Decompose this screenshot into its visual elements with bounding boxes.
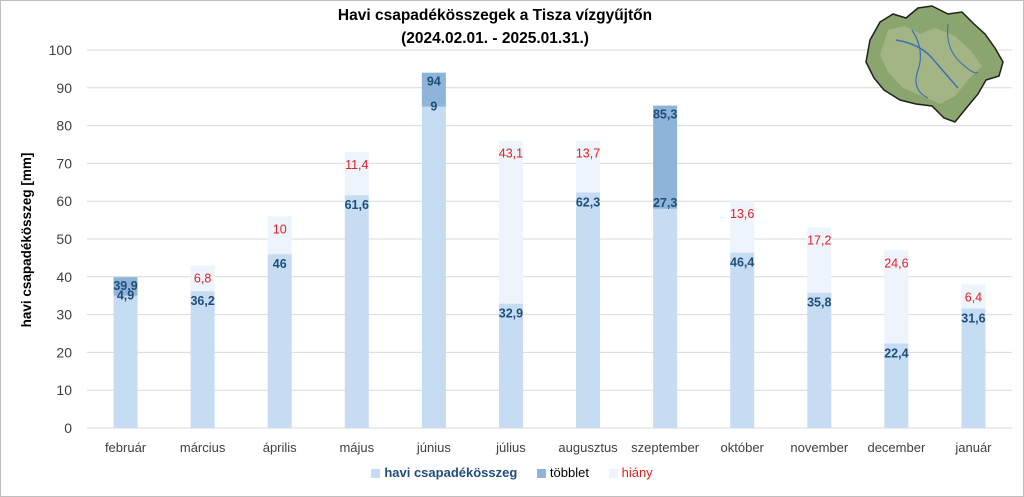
data-label-tobblet: 39,9 [113,279,137,293]
x-tick-label: augusztus [558,440,618,455]
bar-havi [653,208,678,428]
x-tick-label: szeptember [631,440,700,455]
y-tick-label: 80 [56,118,72,134]
bar-havi [344,195,369,428]
y-axis-label: havi csapadékösszeg [mm] [19,153,34,328]
data-label-havi: 61,6 [345,198,369,212]
bar-hiany [576,140,601,193]
bar-hiany [344,152,369,196]
x-tick-label: június [416,440,451,455]
x-tick-label: október [721,440,765,455]
bar-hiany [961,284,986,309]
bar-hiany [190,265,215,292]
gridlines [87,49,1012,429]
y-tick-label: 60 [56,193,72,209]
data-label-tobblet: 85,3 [653,108,677,122]
bar-havi [267,254,292,428]
bar-havi [884,343,909,428]
data-label-hiany: 17,2 [807,234,831,248]
bar-hiany [730,201,755,253]
bar-hiany [807,227,832,293]
data-label-hiany: 13,7 [576,147,600,161]
legend-swatch-tobblet [536,469,546,479]
data-label-hiany: 43,1 [499,147,523,161]
bar-hiany [498,140,523,304]
y-tick-label: 70 [56,155,72,171]
bar-havi [421,106,446,428]
data-label-hiany: 11,4 [345,158,368,172]
data-label-havi: 62,3 [576,196,600,210]
data-label-havi: 4,9 [117,289,134,303]
legend-label-hiany: hiány [621,465,653,481]
x-tick-label: november [790,440,848,455]
y-tick-label: 10 [56,382,72,398]
data-label-hiany: 10 [273,222,287,236]
legend-item-hiany: hiány [608,465,653,481]
data-label-havi: 31,6 [961,312,985,326]
bar-tobblet [113,277,138,296]
data-labels: 4,939,9 36,2 6,8 46 10 61,6 11,4 9 94 32,9 43,1 62,… [113,75,985,361]
bar-havi [576,192,601,428]
data-label-havi: 32,9 [499,307,523,321]
legend-item-havi: havi csapadékösszeg [371,465,517,480]
y-tick-label: 20 [56,344,72,360]
x-tick-label: január [954,440,992,455]
data-label-havi: 35,8 [807,296,831,310]
data-label-hiany: 6,4 [965,290,982,304]
bar-tobblet [421,72,446,107]
bar-havi [807,292,832,428]
y-tick-label: 40 [56,269,72,285]
legend-swatch-hiany [608,469,618,479]
data-label-havi: 36,2 [190,294,214,308]
data-label-havi: 27,3 [653,196,677,210]
x-tick-label: február [105,440,147,455]
x-tick-label: december [867,440,925,455]
legend: havi csapadékösszeg többlet hiány [0,464,1024,480]
data-label-hiany: 24,6 [884,256,908,270]
x-tick-label: július [495,440,526,455]
data-label-havi: 46,4 [730,256,754,270]
legend-label-tobblet: többlet [549,465,589,481]
x-tick-label: május [339,440,374,455]
bars [113,72,986,428]
y-tick-label: 0 [64,420,72,436]
tisza-basin-map-icon [865,5,1004,123]
data-label-havi: 22,4 [884,346,908,360]
bar-havi [190,291,215,428]
bar-tobblet [653,105,678,209]
x-axis-ticks: február március április május június július au… [105,440,992,455]
data-label-tobblet: 94 [427,75,441,89]
y-axis-ticks: 0 10 20 30 40 50 60 70 80 90 100 [49,42,73,436]
bar-hiany [267,216,292,255]
bar-havi [498,303,523,428]
bar-hiany [884,250,909,344]
y-tick-label: 50 [56,231,72,247]
bar-havi [730,252,755,428]
bar-havi [113,295,138,428]
data-label-havi: 46 [273,257,287,271]
x-tick-label: április [263,440,297,455]
data-label-hiany: 6,8 [194,271,211,285]
chart-title: Havi csapadékösszegek a Tisza vízgyűjtőn [337,7,653,24]
x-tick-label: március [180,440,226,455]
y-tick-label: 90 [56,80,72,96]
legend-item-tobblet: többlet [536,465,589,481]
data-label-hiany: 13,6 [730,207,754,221]
chart-subtitle: (2024.02.01. - 2025.01.31.) [401,30,589,47]
y-tick-label: 30 [56,307,72,323]
data-label-havi: 9 [430,100,437,114]
bar-havi [961,308,986,428]
legend-label-havi: havi csapadékösszeg [384,465,518,481]
legend-swatch-havi [371,469,381,479]
y-tick-label: 100 [49,42,73,58]
